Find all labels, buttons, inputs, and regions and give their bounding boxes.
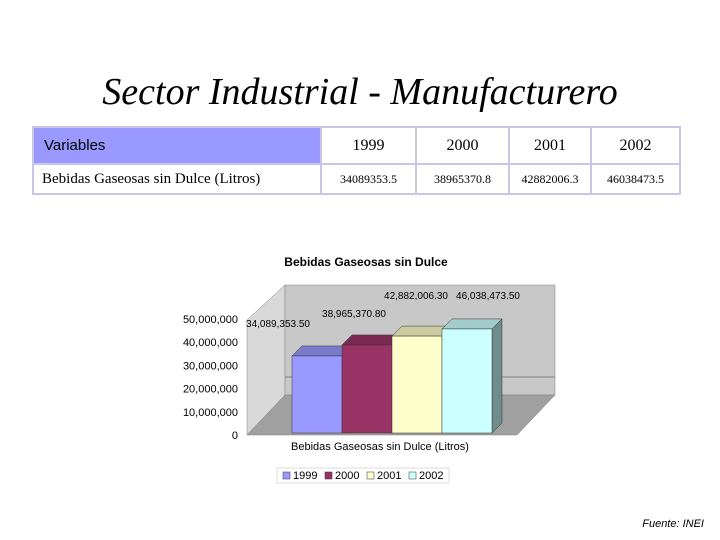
data-label-2001: 42,882,006.30 bbox=[384, 291, 448, 302]
legend-label-2002: 2002 bbox=[419, 470, 443, 482]
header-year-2000: 2000 bbox=[415, 126, 510, 165]
header-year-1999: 1999 bbox=[320, 126, 417, 165]
data-label-1999: 34,089,353.50 bbox=[246, 319, 310, 330]
y-tick-label: 0 bbox=[232, 430, 238, 442]
chart-title: Bebidas Gaseosas sin Dulce bbox=[284, 255, 448, 269]
y-tick-label: 40,000,000 bbox=[183, 337, 238, 349]
cell-2001: 42882006.3 bbox=[508, 163, 592, 195]
bar-2001 bbox=[391, 335, 443, 434]
page-title: Sector Industrial - Manufacturero bbox=[102, 71, 618, 113]
x-axis-label: Bebidas Gaseosas sin Dulce (Litros) bbox=[291, 441, 469, 453]
legend-box bbox=[276, 467, 450, 484]
legend-label-2001: 2001 bbox=[377, 470, 401, 482]
data-table: Variables 1999 2000 2001 2002 Bebidas Ga… bbox=[32, 126, 681, 195]
y-tick-label: 20,000,000 bbox=[183, 384, 238, 396]
bar-top-2002 bbox=[441, 318, 503, 330]
legend-swatch-2002 bbox=[408, 471, 417, 480]
y-tick-label: 50,000,000 bbox=[183, 314, 238, 326]
y-tick-label: 10,000,000 bbox=[183, 407, 238, 419]
table-row: Bebidas Gaseosas sin Dulce (Litros) 3408… bbox=[32, 163, 681, 195]
cell-2000: 38965370.8 bbox=[415, 163, 510, 195]
header-variables: Variables bbox=[32, 126, 322, 165]
legend-swatch-2000 bbox=[324, 471, 333, 480]
bar-2000 bbox=[341, 344, 393, 434]
cell-1999: 34089353.5 bbox=[320, 163, 417, 195]
row-label: Bebidas Gaseosas sin Dulce (Litros) bbox=[32, 163, 322, 195]
bar-chart: Bebidas Gaseosas sin Dulce 0 10,000,000 20… bbox=[183, 255, 556, 484]
table-header-row: Variables 1999 2000 2001 2002 bbox=[32, 126, 681, 165]
bar-2002 bbox=[441, 328, 493, 434]
legend-label-1999: 1999 bbox=[293, 470, 317, 482]
y-tick-label: 30,000,000 bbox=[183, 360, 238, 372]
legend-swatch-2001 bbox=[366, 471, 375, 480]
header-year-2002: 2002 bbox=[590, 126, 681, 165]
header-year-2001: 2001 bbox=[508, 126, 592, 165]
bar-side-2002 bbox=[491, 318, 503, 434]
data-label-2002: 46,038,473.50 bbox=[456, 291, 520, 302]
legend-swatch-1999 bbox=[282, 471, 291, 480]
source-note: Fuente: INEI bbox=[642, 518, 704, 530]
bar-1999 bbox=[291, 355, 343, 434]
legend-label-2000: 2000 bbox=[335, 470, 359, 482]
data-label-2000: 38,965,370.80 bbox=[322, 309, 386, 320]
cell-2002: 46038473.5 bbox=[590, 163, 681, 195]
